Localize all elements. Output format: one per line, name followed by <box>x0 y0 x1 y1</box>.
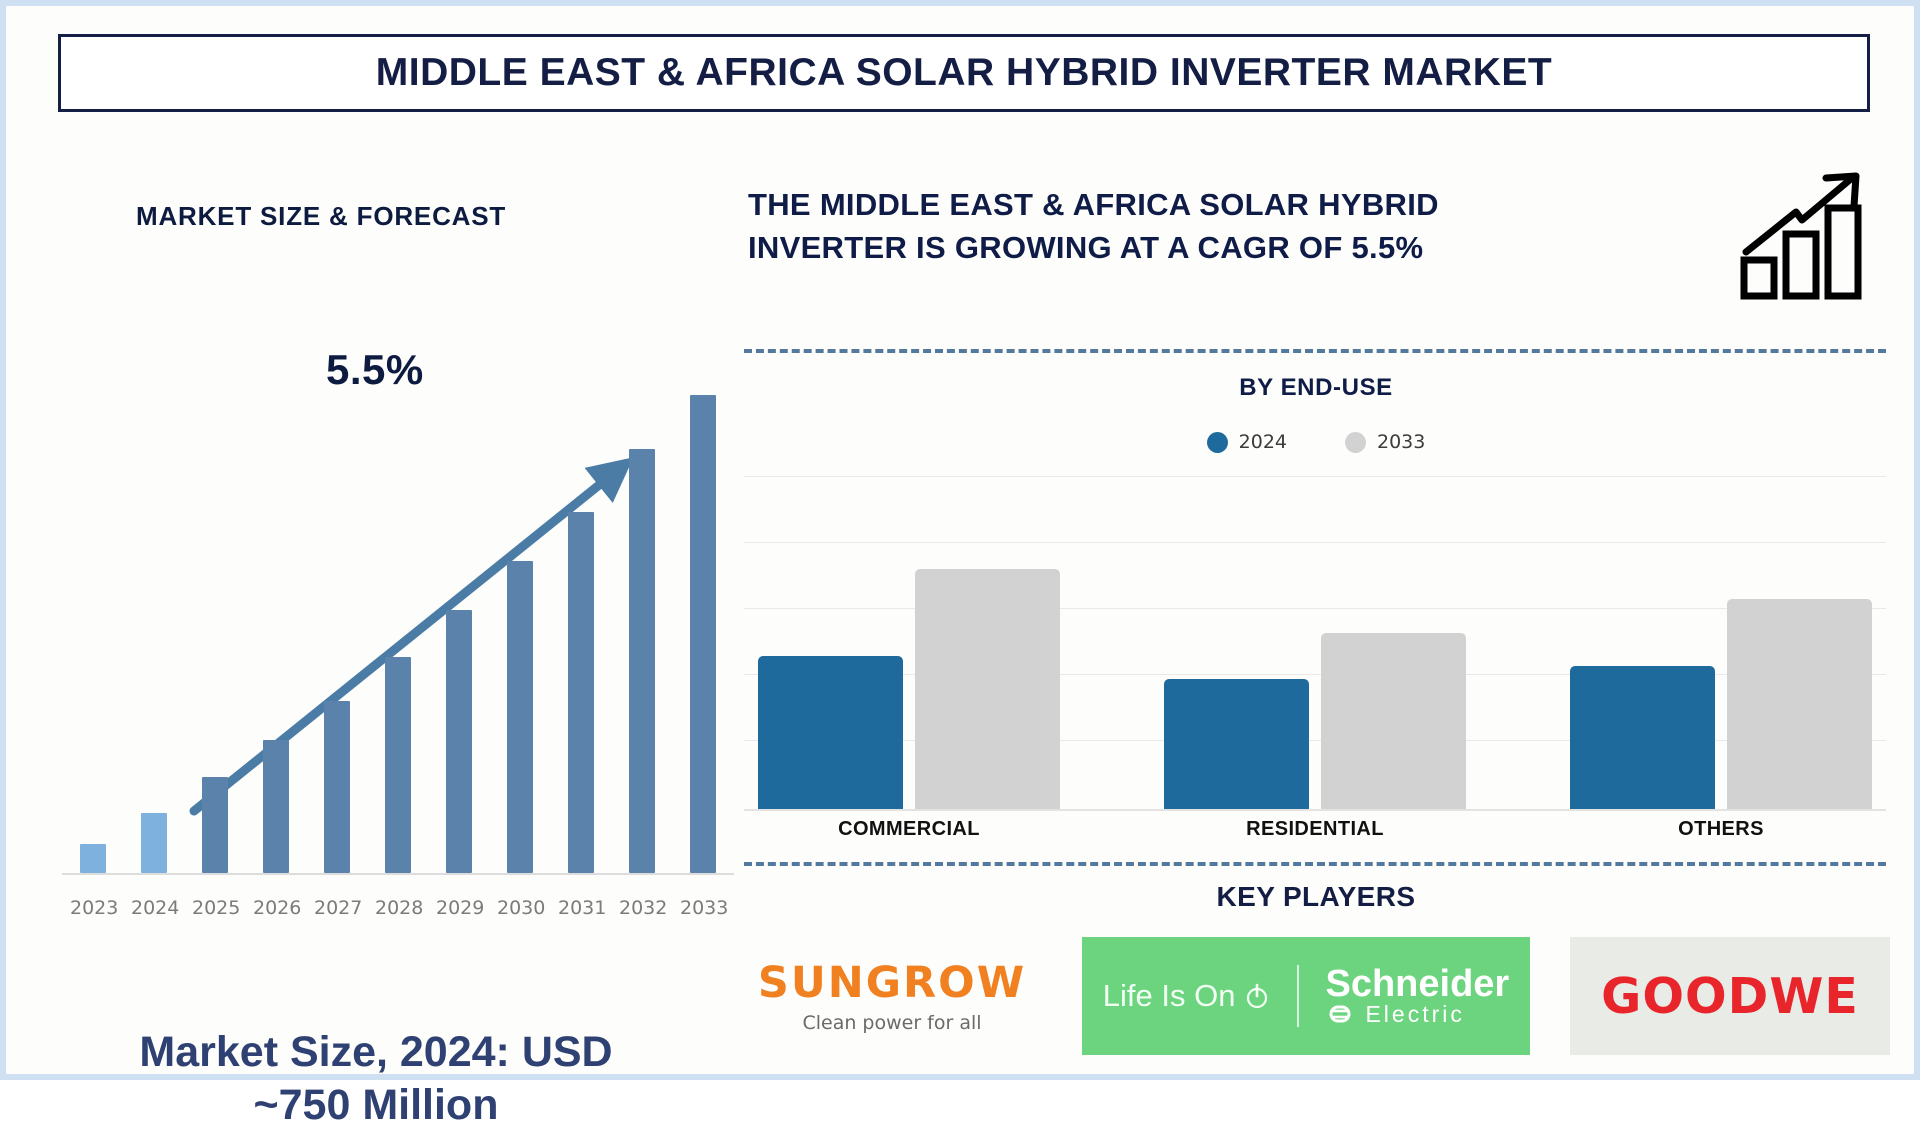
bar-slot <box>314 353 360 873</box>
bar-slot <box>253 353 299 873</box>
growth-bar-arrow-icon <box>1740 172 1862 300</box>
group-commercial <box>744 476 1074 809</box>
power-icon <box>1247 983 1268 1009</box>
year-label: 2026 <box>253 897 302 919</box>
key-players-title: KEY PLAYERS <box>1216 881 1416 912</box>
bar-2025 <box>202 776 228 873</box>
bar-commercial-2024 <box>758 655 903 809</box>
bar-2024 <box>141 813 167 873</box>
bar-slot <box>436 353 482 873</box>
bar-2032 <box>629 449 655 873</box>
bar-2031 <box>568 511 594 873</box>
bar-slot <box>131 353 177 873</box>
bar-slot <box>375 353 421 873</box>
goodwe-wordmark: GOODWE <box>1601 967 1859 1025</box>
market-size-value: Market Size, 2024: USD ~750 Million <box>26 1026 726 1133</box>
legend-label: 2024 <box>1238 431 1287 453</box>
year-axis-labels: 2023 2024 2025 2026 2027 2028 2029 2030 … <box>62 897 734 919</box>
legend-label: 2033 <box>1377 431 1426 453</box>
year-label: 2025 <box>192 897 241 919</box>
legend-dot-icon <box>1206 431 1228 453</box>
end-use-bar-chart <box>744 476 1886 811</box>
year-label: 2030 <box>497 897 546 919</box>
year-label: 2027 <box>314 897 363 919</box>
market-forecast-bars <box>62 353 734 873</box>
schneider-wordmark-block: Schneider Electric <box>1299 965 1509 1028</box>
bar-others-2033 <box>1727 599 1872 809</box>
x-axis-line <box>62 873 734 875</box>
end-use-category-labels: COMMERCIAL RESIDENTIAL OTHERS <box>744 818 1886 841</box>
schneider-sub: Electric <box>1325 1001 1464 1028</box>
schneider-link-icon <box>1329 1005 1351 1023</box>
group-residential <box>1150 476 1480 809</box>
bar-slot <box>680 353 726 873</box>
schneider-divider <box>1297 965 1300 1027</box>
category-label-others: OTHERS <box>1678 818 1764 840</box>
legend-item-2033: 2033 <box>1345 431 1425 453</box>
page-title: MIDDLE EAST & AFRICA SOLAR HYBRID INVERT… <box>375 51 1553 94</box>
divider-dashed-top <box>744 349 1886 353</box>
bar-2023 <box>80 844 106 873</box>
category-label-commercial: COMMERCIAL <box>838 818 980 840</box>
year-label: 2028 <box>375 897 424 919</box>
market-size-line-2: ~750 Million <box>253 1081 499 1130</box>
legend-dot-icon <box>1345 431 1366 453</box>
year-label: 2024 <box>131 897 180 919</box>
schneider-life-is-on: Life Is On <box>1103 978 1298 1014</box>
gridline <box>744 476 1886 477</box>
gridline <box>744 608 1886 609</box>
bar-2030 <box>507 561 533 873</box>
bar-slot <box>497 353 543 873</box>
sungrow-tagline: Clean power for all <box>802 1012 982 1034</box>
bar-groups <box>744 476 1886 809</box>
group-chart-baseline <box>744 809 1886 811</box>
bar-slot <box>619 353 665 873</box>
bar-residential-2024 <box>1164 679 1309 809</box>
bar-slot <box>192 353 238 873</box>
chart-legend: 2024 2033 <box>736 431 1896 453</box>
bar-others-2024 <box>1570 665 1715 809</box>
year-label: 2023 <box>70 897 119 919</box>
gridline <box>744 674 1886 675</box>
cagr-annotation: 5.5% <box>326 346 424 393</box>
legend-item-2024: 2024 <box>1206 431 1287 453</box>
market-size-forecast-label: MARKET SIZE & FORECAST <box>136 201 507 231</box>
bar-2029 <box>446 610 472 873</box>
life-is-on-text: Life Is On <box>1102 978 1236 1013</box>
year-label: 2032 <box>619 897 668 919</box>
logo-goodwe: GOODWE <box>1570 937 1890 1055</box>
bar-2028 <box>385 657 411 873</box>
gridline <box>744 542 1886 543</box>
growth-headline: THE MIDDLE EAST & AFRICA SOLAR HYBRID IN… <box>748 187 1439 265</box>
bar-commercial-2033 <box>915 569 1060 809</box>
by-end-use-title: BY END-USE <box>1239 374 1393 401</box>
bar-2027 <box>324 701 350 873</box>
bar-2026 <box>263 740 289 873</box>
year-label: 2029 <box>436 897 485 919</box>
year-label: 2033 <box>680 897 729 919</box>
logo-sungrow: SUNGROW Clean power for all <box>742 941 1042 1051</box>
schneider-electric-text: Electric <box>1365 1000 1465 1027</box>
gridline <box>744 740 1886 741</box>
bar-residential-2033 <box>1321 632 1466 809</box>
market-size-line-1: Market Size, 2024: USD <box>139 1028 613 1076</box>
sungrow-wordmark: SUNGROW <box>757 958 1027 1008</box>
key-players-logos: SUNGROW Clean power for all Life Is On S… <box>742 936 1890 1056</box>
bar-2033 <box>690 394 716 873</box>
schneider-wordmark: Schneider <box>1325 962 1510 1005</box>
group-others <box>1556 476 1886 809</box>
market-forecast-bar-chart: 2023 2024 2025 2026 2027 2028 2029 2030 … <box>44 321 734 1001</box>
bar-slot <box>70 353 116 873</box>
logo-schneider-electric: Life Is On Schneider <box>1082 937 1530 1055</box>
divider-dashed-bottom <box>744 862 1886 866</box>
left-panel: MARKET SIZE & FORECAST 5.5% <box>26 146 734 1129</box>
category-label-residential: RESIDENTIAL <box>1246 818 1384 840</box>
year-label: 2031 <box>558 897 607 919</box>
right-panel: THE MIDDLE EAST & AFRICA SOLAR HYBRID IN… <box>736 146 1896 1076</box>
title-banner: MIDDLE EAST & AFRICA SOLAR HYBRID INVERT… <box>58 34 1870 112</box>
bar-slot <box>558 353 604 873</box>
